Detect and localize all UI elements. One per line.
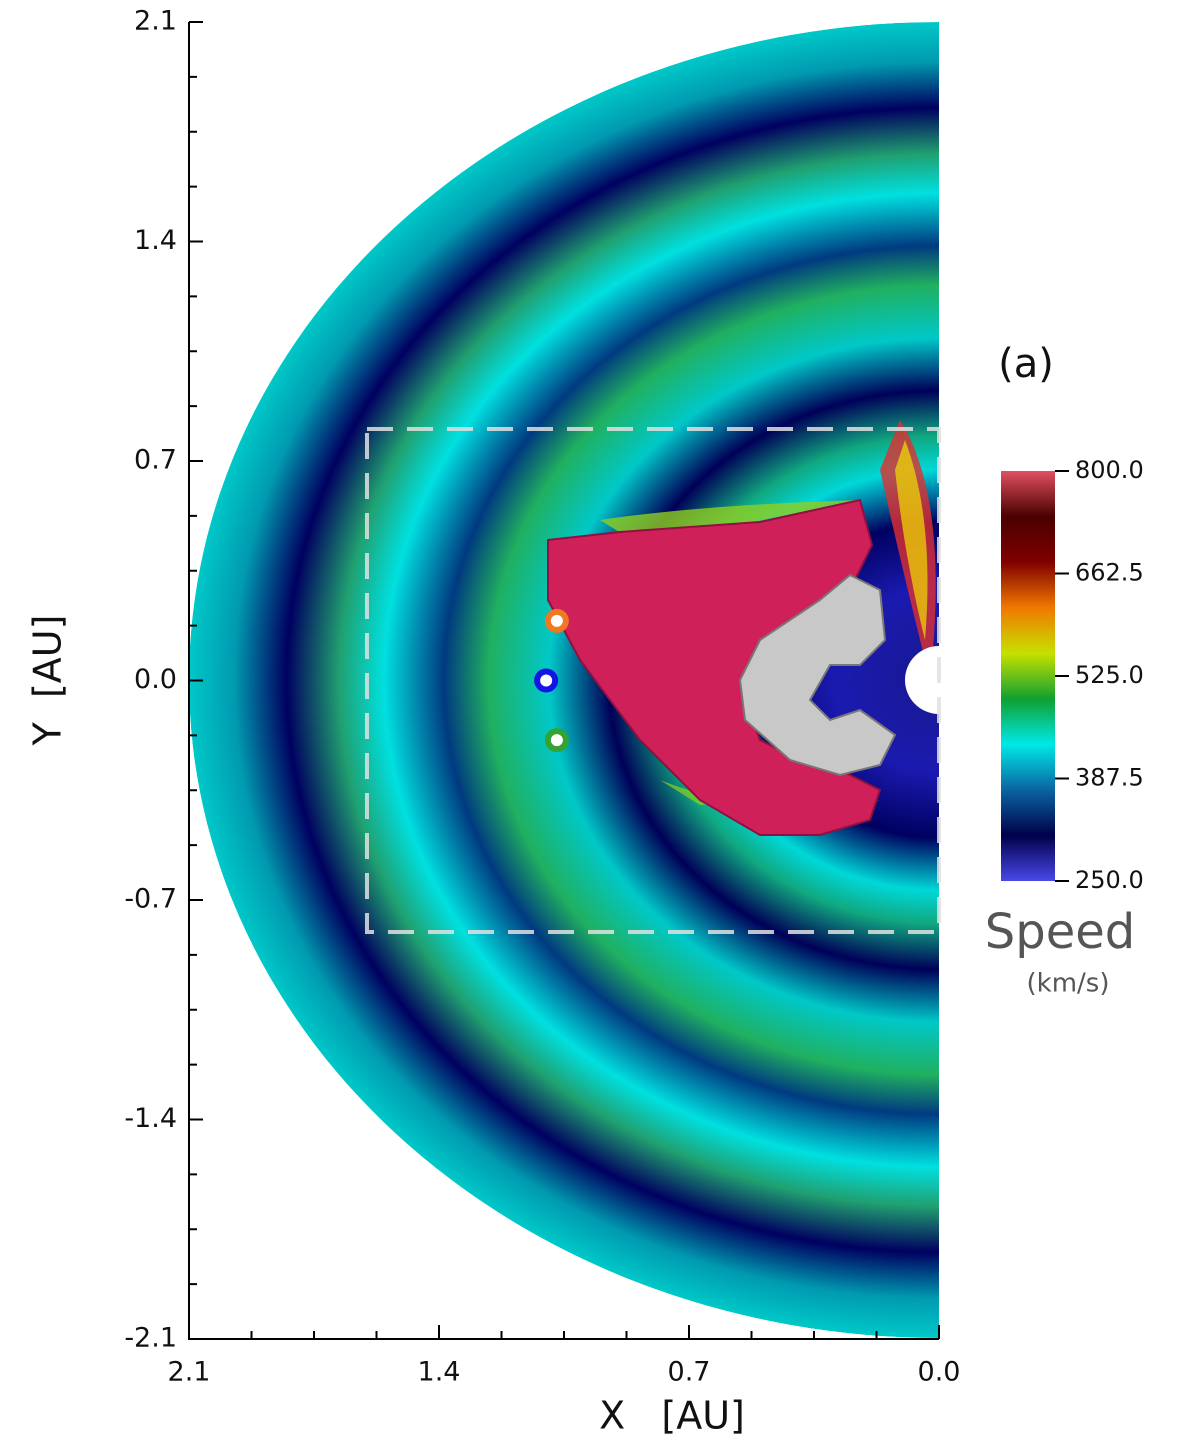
x-tick-label: 0.0: [918, 1357, 961, 1388]
x-axis-label: X [AU]: [599, 1394, 745, 1438]
y-tick-label: -2.1: [124, 1323, 177, 1354]
panel-label: (a): [998, 341, 1054, 387]
colorbar-tick-label: 800.0: [1075, 456, 1144, 484]
colorbar-unit: (km/s): [1027, 969, 1110, 999]
y-tick-label: -1.4: [124, 1103, 177, 1134]
speed-field: [189, 22, 939, 1338]
x-tick-label: 2.1: [168, 1357, 211, 1388]
colorbar-tick-label: 250.0: [1075, 866, 1144, 894]
cme-core: [738, 573, 897, 777]
zoom-box: [365, 427, 941, 934]
y-axis-label: Y [AU]: [26, 615, 70, 747]
y-tick-label: 2.1: [134, 6, 177, 37]
colorbar-tick-label: 387.5: [1075, 764, 1144, 792]
spacecraft-marker: [534, 668, 559, 693]
spacecraft-marker: [544, 728, 569, 753]
colorbar: [1001, 471, 1055, 881]
colorbar-tick-label: 525.0: [1075, 661, 1144, 689]
colorbar-label: Speed: [985, 904, 1135, 960]
y-tick-label: 1.4: [134, 225, 177, 256]
y-tick-label: -0.7: [124, 884, 177, 915]
y-tick-label: 0.0: [134, 664, 177, 695]
spacecraft-marker: [544, 608, 569, 633]
sun: [905, 646, 939, 714]
colorbar-tick-label: 662.5: [1075, 559, 1144, 587]
x-tick-label: 0.7: [668, 1357, 711, 1388]
x-tick-label: 1.4: [418, 1357, 461, 1388]
y-tick-label: 0.7: [134, 445, 177, 476]
